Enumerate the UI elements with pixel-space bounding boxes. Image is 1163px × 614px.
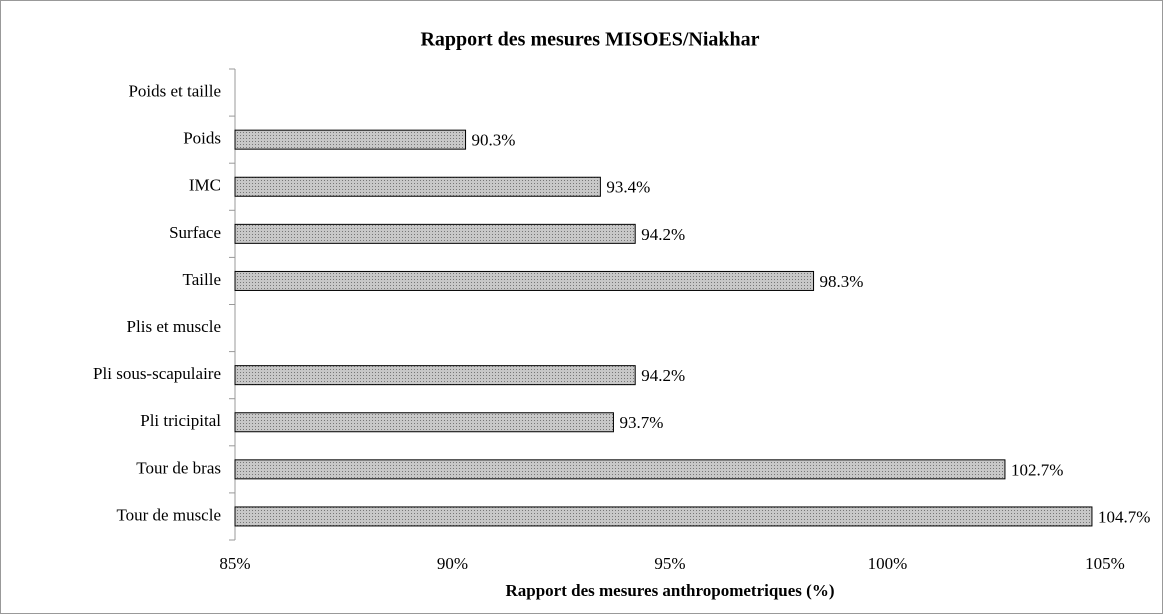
data-label: 94.2% [641, 225, 685, 244]
data-label: 93.4% [606, 178, 650, 197]
y-tick-label: Pli sous-scapulaire [93, 364, 221, 383]
bar [234, 365, 636, 386]
data-label: 104.7% [1098, 507, 1150, 526]
bar [234, 176, 601, 197]
y-tick-label: Plis et muscle [127, 317, 221, 336]
data-label: 94.2% [641, 366, 685, 385]
y-tick-label: Tour de bras [136, 458, 221, 477]
y-tick-label: Pli tricipital [140, 411, 221, 430]
bar [234, 270, 815, 291]
data-label: 93.7% [619, 413, 663, 432]
y-tick-label: Poids et taille [128, 81, 221, 100]
x-axis-title: Rapport des mesures anthropometriques (%… [506, 581, 835, 600]
x-tick-label: 100% [868, 554, 908, 573]
bar [234, 129, 467, 150]
y-tick-label: Tour de muscle [116, 505, 221, 524]
y-tick-label: Poids [183, 129, 221, 148]
chart-title: Rapport des mesures MISOES/Niakhar [420, 29, 759, 51]
x-tick-label: 85% [219, 554, 250, 573]
bar [234, 412, 614, 433]
y-tick-label: IMC [189, 176, 221, 195]
bar [234, 506, 1093, 527]
bar [234, 459, 1006, 480]
x-tick-label: 105% [1085, 554, 1125, 573]
y-tick-label: Surface [169, 223, 221, 242]
x-tick-label: 95% [654, 554, 685, 573]
x-tick-label: 90% [437, 554, 468, 573]
y-tick-label: Taille [183, 270, 221, 289]
bar [234, 223, 636, 244]
data-label: 90.3% [472, 131, 516, 150]
data-label: 102.7% [1011, 460, 1063, 479]
data-label: 98.3% [820, 272, 864, 291]
